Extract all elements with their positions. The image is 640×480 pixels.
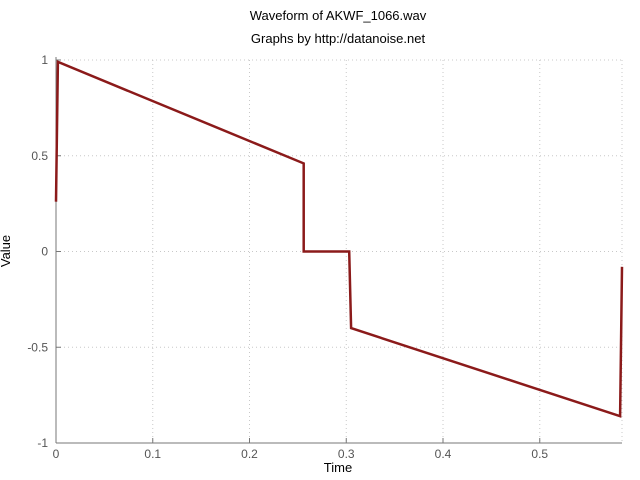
series-layer: [54, 60, 624, 418]
y-tick-label: -1: [37, 436, 48, 450]
x-tick-label: 0.2: [241, 447, 258, 461]
y-tick-label: -0.5: [27, 340, 48, 354]
waveform-series-line: [54, 60, 624, 418]
x-axis-label: Time: [324, 460, 352, 475]
chart-subtitle: Graphs by http://datanoise.net: [251, 31, 426, 46]
y-tick-label: 0: [41, 245, 48, 259]
y-tick-label: 1: [41, 53, 48, 67]
x-tick-label: 0.3: [338, 447, 355, 461]
x-tick-label: 0.4: [435, 447, 452, 461]
tick-labels: 0 0.1 0.2 0.3 0.4 0.5 1 0.5 0 -0.5 -1: [27, 53, 548, 461]
chart-title: Waveform of AKWF_1066.wav: [250, 8, 427, 23]
y-axis-label: Value: [0, 235, 13, 267]
axes: [55, 57, 622, 444]
x-tick-label: 0.5: [531, 447, 548, 461]
x-tick-label: 0: [53, 447, 60, 461]
y-tick-label: 0.5: [31, 149, 48, 163]
x-tick-label: 0.1: [144, 447, 161, 461]
